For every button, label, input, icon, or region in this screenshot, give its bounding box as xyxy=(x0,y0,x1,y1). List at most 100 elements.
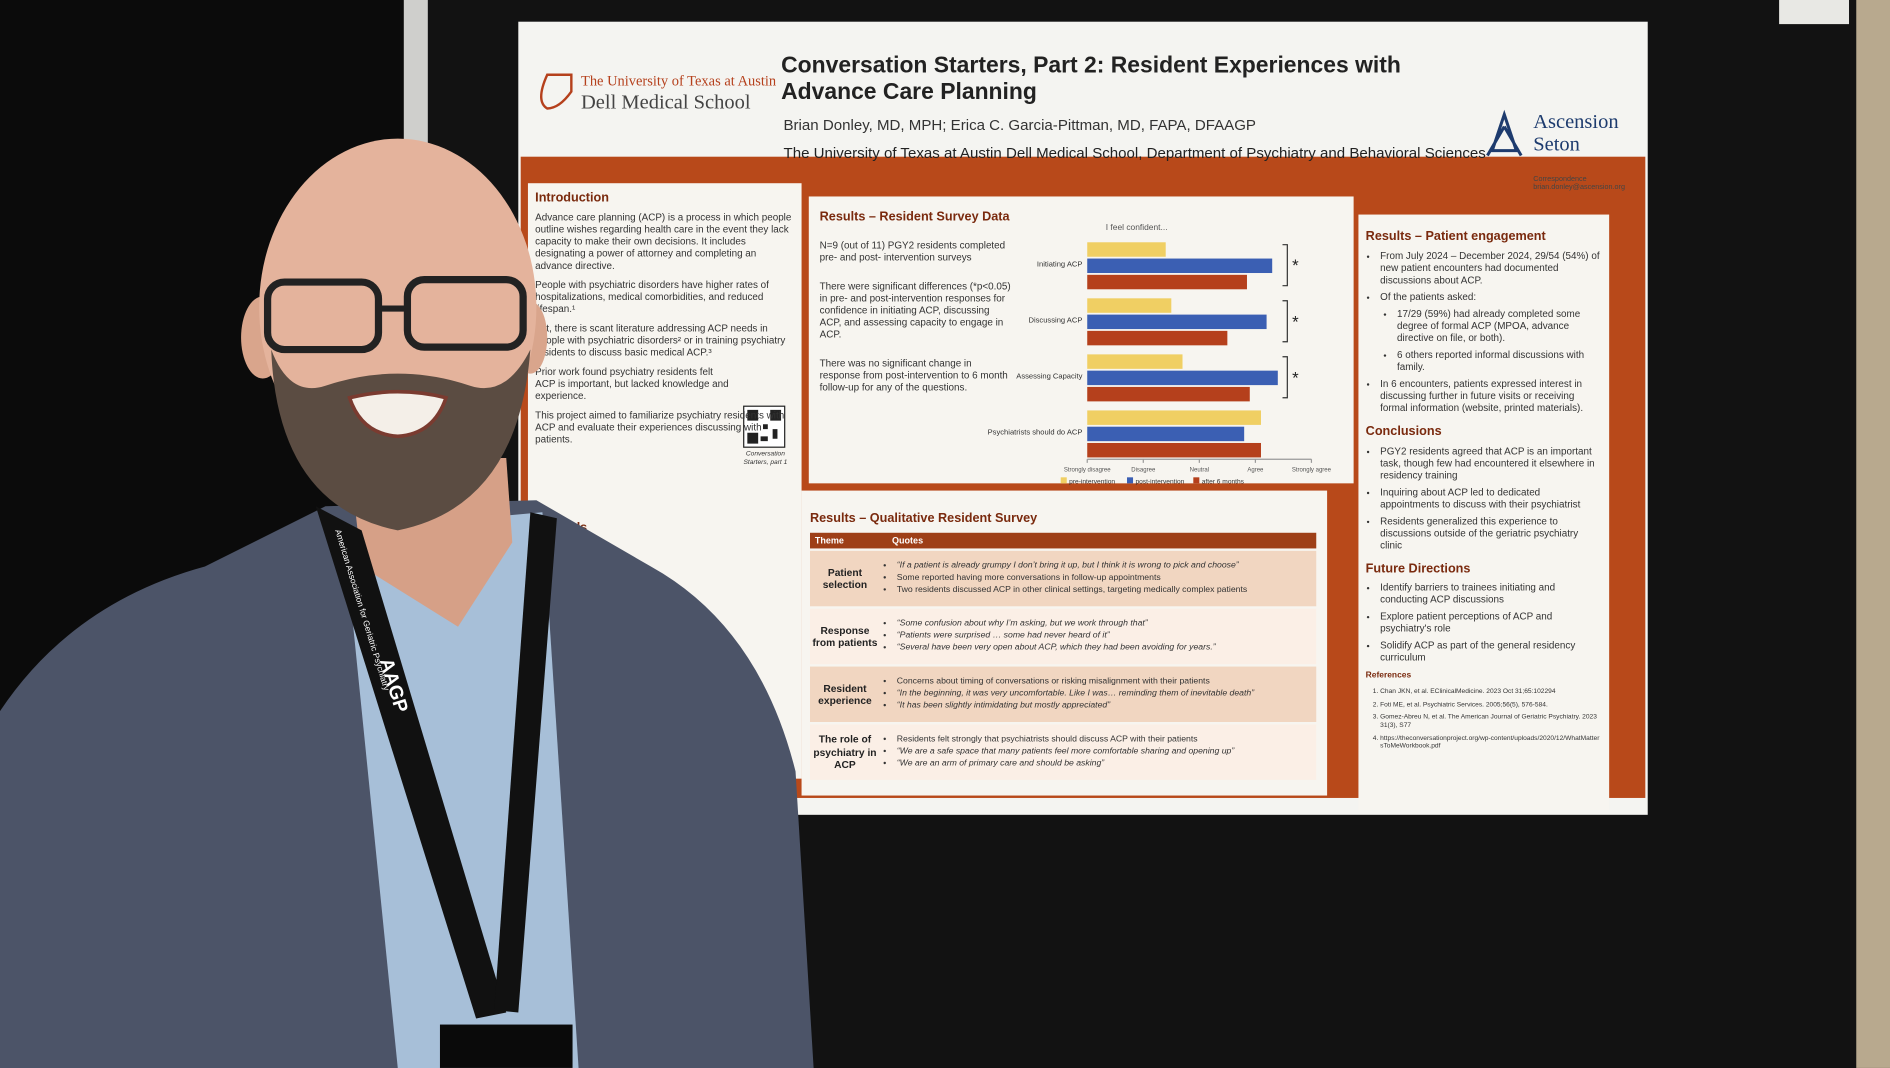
room xyxy=(1856,0,1890,1068)
logo-line: Dell Medical School xyxy=(580,89,751,113)
paragraphs: Advance care planning (ACP) is a process… xyxy=(535,212,793,446)
x-tick-label: Neutral xyxy=(1190,467,1209,473)
table: Theme Quotes Patient selection “If a patien… xyxy=(810,532,1317,780)
bar xyxy=(1087,386,1250,402)
list-item: PGY2 residents agreed that ACP is an imp… xyxy=(1380,445,1602,481)
bracket xyxy=(1282,356,1288,399)
right-column: Results – Patient engagement From July 20… xyxy=(1366,229,1602,756)
list-item: Inquiring about ACP led to dedicated app… xyxy=(1380,486,1602,510)
x-tick-label: Agree xyxy=(1247,467,1264,473)
chart-title: I feel confident... xyxy=(1106,222,1168,232)
legend-swatch xyxy=(1060,477,1067,484)
bar xyxy=(1087,426,1245,442)
glasses xyxy=(263,278,383,354)
logo-left: The University of Texas at Austin Dell Me… xyxy=(581,72,776,115)
quotes: “If a patient is already grumpy I don’t … xyxy=(880,560,1316,596)
title-line: Conversation Starters, Part 2: Resident … xyxy=(781,53,1401,79)
smile xyxy=(347,389,449,439)
bar xyxy=(1087,274,1247,290)
qr-pattern xyxy=(747,409,782,444)
authors: Brian Donley, MD, MPH; Erica C. Garcia-P… xyxy=(783,116,1256,134)
qr-caption: Conversation Starters, part 1 xyxy=(743,450,788,467)
legend-swatch xyxy=(1127,477,1134,484)
introduction: Introduction Advance care planning (ACP) … xyxy=(535,190,793,453)
paragraphs: N=9 (out of 11) PGY2 residents completed… xyxy=(820,240,1013,394)
bar xyxy=(1087,370,1278,386)
bar xyxy=(1087,258,1273,274)
x-tick-label: Strongly agree xyxy=(1292,467,1332,473)
theme: Response from patients xyxy=(812,623,878,649)
list-item: Foti ME, et al. Psychiatric Services. 20… xyxy=(1380,701,1602,709)
paragraph: People with psychiatric disorders have h… xyxy=(535,279,769,315)
quote: “Patients were surprised … some had neve… xyxy=(897,630,1316,641)
bar xyxy=(1087,354,1183,369)
glasses xyxy=(403,276,527,351)
list-item: Explore patient perceptions of ACP and p… xyxy=(1380,612,1602,636)
beard xyxy=(271,349,531,531)
quote: Some reported having more conversations … xyxy=(897,572,1316,584)
list-item: Gomez-Abreu N, et al. The American Journ… xyxy=(1380,714,1602,730)
list-item: From July 2024 – December 2024, 29/54 (5… xyxy=(1380,250,1602,286)
bar xyxy=(1087,242,1166,257)
paper xyxy=(1779,0,1850,25)
legend-label: post-intervention xyxy=(1135,478,1184,485)
list: Chan JKN, et al. EClinicalMedicine. 2023… xyxy=(1366,688,1602,751)
ascension-logo xyxy=(1486,109,1523,157)
chart: I feel confident... Initiating ACP * Discus… xyxy=(988,222,1332,485)
qualitative: Results – Qualitative Resident Survey The… xyxy=(810,511,1317,780)
table-row: Resident experience Concerns about timing… xyxy=(810,666,1317,722)
paragraph: N=9 (out of 11) PGY2 residents completed… xyxy=(819,239,1006,263)
quote: Residents felt strongly that psychiatris… xyxy=(897,733,1316,745)
quote: Two residents discussed ACP in other cli… xyxy=(897,583,1316,595)
heading: Future Directions xyxy=(1365,561,1471,576)
bracket xyxy=(1282,244,1288,287)
bar xyxy=(1087,298,1172,313)
list-item: Solidify ACP as part of the general resi… xyxy=(1380,641,1602,665)
legend-label: after 6 months xyxy=(1202,478,1245,485)
list-item: Chan JKN, et al. EClinicalMedicine. 2023… xyxy=(1380,688,1602,696)
heading: Introduction xyxy=(535,190,610,205)
list-item: https://theconversationproject.org/wp-co… xyxy=(1380,735,1602,751)
legend-swatch xyxy=(1193,477,1200,484)
quote: “Some confusion about why I’m asking, bu… xyxy=(897,618,1316,630)
title-line: Advance Care Planning xyxy=(781,79,1037,105)
ut-shield xyxy=(540,73,573,110)
significance: * xyxy=(1292,368,1299,387)
heading: Results – Resident Survey Data xyxy=(819,209,1010,225)
badge xyxy=(439,1024,573,1068)
logo-right: Ascension Seton xyxy=(1533,109,1619,156)
table-header: Theme Quotes xyxy=(810,532,1317,549)
significance: * xyxy=(1292,256,1299,275)
legend-label: pre-intervention xyxy=(1069,478,1115,485)
column-header: Theme xyxy=(814,534,844,546)
paragraph: This project aimed to familiarize psychi… xyxy=(535,409,785,445)
list-item: In 6 encounters, patients expressed inte… xyxy=(1380,378,1602,414)
logo-line: The University of Texas at Austin xyxy=(580,72,777,90)
table-row: Patient selection “If a patient is alread… xyxy=(810,550,1317,607)
email: brian.donley@ascension.org xyxy=(1533,184,1625,193)
list-item: Identify barriers to trainees initiating… xyxy=(1380,583,1602,607)
significance: * xyxy=(1292,312,1299,331)
list-item: 17/29 (59%) had already completed some d… xyxy=(1397,308,1602,344)
list-item: 6 others reported informal discussions w… xyxy=(1397,349,1602,373)
table-row: The role of psychiatry in ACP Residents f… xyxy=(810,724,1317,780)
column-header: Quotes xyxy=(891,534,924,546)
logo-line: Ascension xyxy=(1533,109,1619,133)
paragraph: Prior work found psychiatry residents fe… xyxy=(535,366,729,402)
category-label: Initiating ACP xyxy=(1037,259,1083,268)
table-row: Response from patients “Some confusion ab… xyxy=(810,608,1317,665)
bar xyxy=(1087,330,1228,346)
list: Identify barriers to trainees initiating… xyxy=(1366,583,1602,665)
lanyard xyxy=(494,512,557,1013)
list: From July 2024 – December 2024, 29/54 (5… xyxy=(1366,250,1602,414)
list-item: Of the patients asked: xyxy=(1380,291,1602,303)
quote: “We are an arm of primary care and shoul… xyxy=(897,757,1316,769)
quote: “It has been slightly intimidating but m… xyxy=(897,699,1316,711)
heading: Conclusions xyxy=(1365,424,1442,439)
category-label: Psychiatrists should do ACP xyxy=(988,428,1083,437)
survey: Results – Resident Survey Data N=9 (out o… xyxy=(820,210,1013,411)
bar xyxy=(1087,442,1261,458)
heading: References xyxy=(1365,671,1412,681)
quotes: “Some confusion about why I’m asking, bu… xyxy=(880,618,1316,654)
